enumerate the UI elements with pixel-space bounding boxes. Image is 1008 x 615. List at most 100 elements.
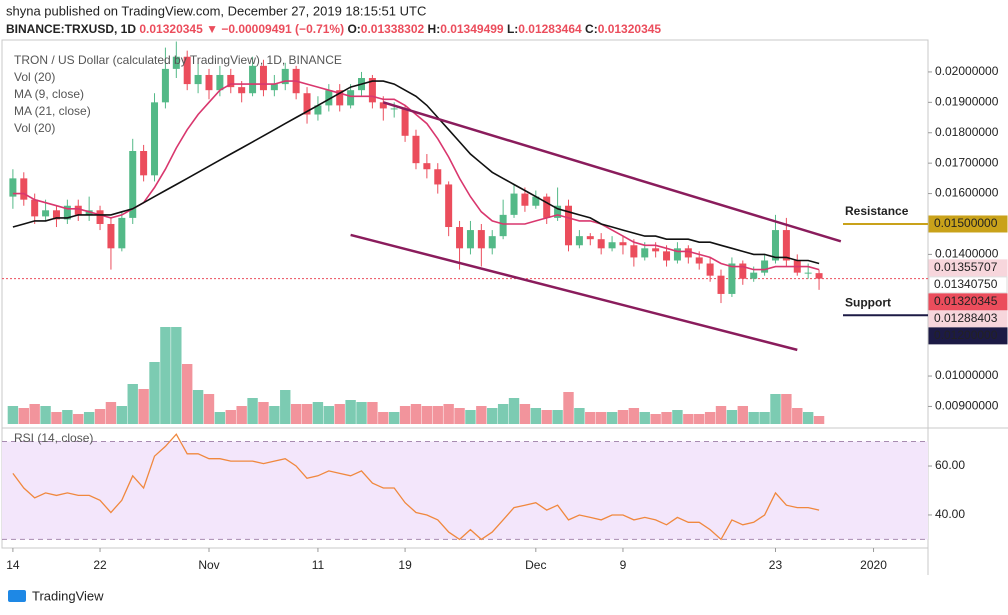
volume-bar xyxy=(704,412,716,424)
ohlc-value: 0.01338302 xyxy=(361,22,425,36)
candle-body xyxy=(695,257,703,264)
candle-body xyxy=(259,65,267,91)
y-tick-label: 0.01900000 xyxy=(935,95,999,109)
candle-body xyxy=(630,245,638,258)
candle-body xyxy=(161,68,169,103)
candle-body xyxy=(118,217,126,249)
x-tick-label: 11 xyxy=(312,558,325,572)
candle-body xyxy=(140,150,148,176)
candle-body xyxy=(456,227,464,249)
candle-body xyxy=(20,178,28,200)
price-label: 0.01500000 xyxy=(934,216,998,230)
price-label: 0.01288403 xyxy=(934,311,998,325)
candle-body xyxy=(42,210,50,217)
volume-bar xyxy=(40,406,51,424)
candle-body xyxy=(227,74,235,88)
candle-body xyxy=(466,230,474,249)
candle-body xyxy=(761,260,769,273)
candle-body xyxy=(521,193,529,206)
main-pane: 0.02000000 0.01900000 0.01800000 0.01700000… xyxy=(2,41,1008,572)
volume-bar xyxy=(203,394,215,424)
candle-body xyxy=(412,135,420,164)
volume-bar xyxy=(378,412,389,424)
volume-bar xyxy=(737,406,748,424)
y-tick-label: 0.01000000 xyxy=(935,368,999,382)
volume-bar xyxy=(83,412,95,424)
candle-body xyxy=(684,248,692,258)
volume-bar xyxy=(160,327,171,424)
candle-body xyxy=(564,205,572,246)
ohlc-value: 0.01320345 xyxy=(598,22,662,36)
volume-bar xyxy=(650,414,661,424)
volume-bar xyxy=(563,392,574,424)
legend-entry: Vol (20) xyxy=(14,70,55,84)
volume-bar xyxy=(694,414,705,424)
volume-bar xyxy=(519,404,531,424)
volume-bar xyxy=(661,412,672,424)
volume-bar xyxy=(388,412,400,424)
volume-bar xyxy=(182,364,193,424)
candle-body xyxy=(532,196,540,206)
ohlc-value: 0.01283464 xyxy=(518,22,582,36)
volume-bar xyxy=(726,410,738,424)
volume-bar xyxy=(443,404,454,424)
candle-body xyxy=(96,210,104,224)
candle-body xyxy=(804,272,812,274)
volume-bar xyxy=(51,412,62,424)
volume-bar xyxy=(345,400,356,424)
x-tick-label: 9 xyxy=(620,558,627,572)
last-price: 0.01320345 xyxy=(139,22,203,36)
ohlc-key: L: xyxy=(507,22,518,36)
candle-body xyxy=(575,236,583,246)
ohlc-value: 0.01349499 xyxy=(440,22,504,36)
candle-body xyxy=(663,251,671,261)
symbol-line: BINANCE:TRXUSD, 1D 0.01320345 ▼ −0.00009… xyxy=(6,22,661,36)
volume-bar xyxy=(421,406,433,424)
volume-bar xyxy=(454,408,465,424)
volume-bar xyxy=(356,402,367,424)
legend-entry: MA (9, close) xyxy=(14,87,84,101)
y-tick-label: 0.02000000 xyxy=(935,64,999,78)
price-label: 0.01355707 xyxy=(934,260,998,274)
candle-body xyxy=(31,199,39,217)
volume-bar xyxy=(236,406,247,424)
publish-info: shyna published on TradingView.com, Dece… xyxy=(6,3,426,18)
trendline xyxy=(382,101,842,243)
ohlc-key: O: xyxy=(347,22,360,36)
price-change: ▼ −0.00009491 (−0.71%) xyxy=(206,22,344,36)
x-tick-label: Nov xyxy=(198,558,219,572)
candle-body xyxy=(249,65,257,94)
candle-body xyxy=(52,210,60,220)
volume-bar xyxy=(530,408,542,424)
price-label-box xyxy=(928,215,1008,233)
candle-body xyxy=(423,163,431,170)
candle-body xyxy=(314,105,322,115)
candle-body xyxy=(390,108,398,110)
volume-bar xyxy=(214,412,226,424)
brand-logo: TradingView xyxy=(8,588,104,603)
candle-body xyxy=(477,230,485,249)
volume-bar xyxy=(552,410,563,424)
rsi-title: RSI (14, close) xyxy=(14,431,93,445)
candle-body xyxy=(554,205,562,218)
candle-body xyxy=(771,230,779,261)
candle-body xyxy=(368,78,376,103)
volume-bar xyxy=(192,390,204,424)
candle-body xyxy=(151,102,159,176)
price-label: 0.01320345 xyxy=(934,294,998,308)
candle-body xyxy=(401,108,409,136)
candle-body xyxy=(782,230,790,261)
volume-bar xyxy=(715,406,727,424)
legend-entry: MA (21, close) xyxy=(14,104,91,118)
price-label-box xyxy=(928,259,1008,277)
level-label: Resistance xyxy=(845,204,909,218)
candle-body xyxy=(172,56,180,69)
candle-body xyxy=(815,273,823,279)
candle-body xyxy=(238,87,246,94)
volume-bar xyxy=(149,362,160,424)
volume-bar xyxy=(280,390,291,424)
candle-body xyxy=(325,90,333,106)
candle-body xyxy=(379,102,387,109)
symbol: BINANCE:TRXUSD, 1D xyxy=(6,22,136,36)
trendline xyxy=(350,233,798,352)
